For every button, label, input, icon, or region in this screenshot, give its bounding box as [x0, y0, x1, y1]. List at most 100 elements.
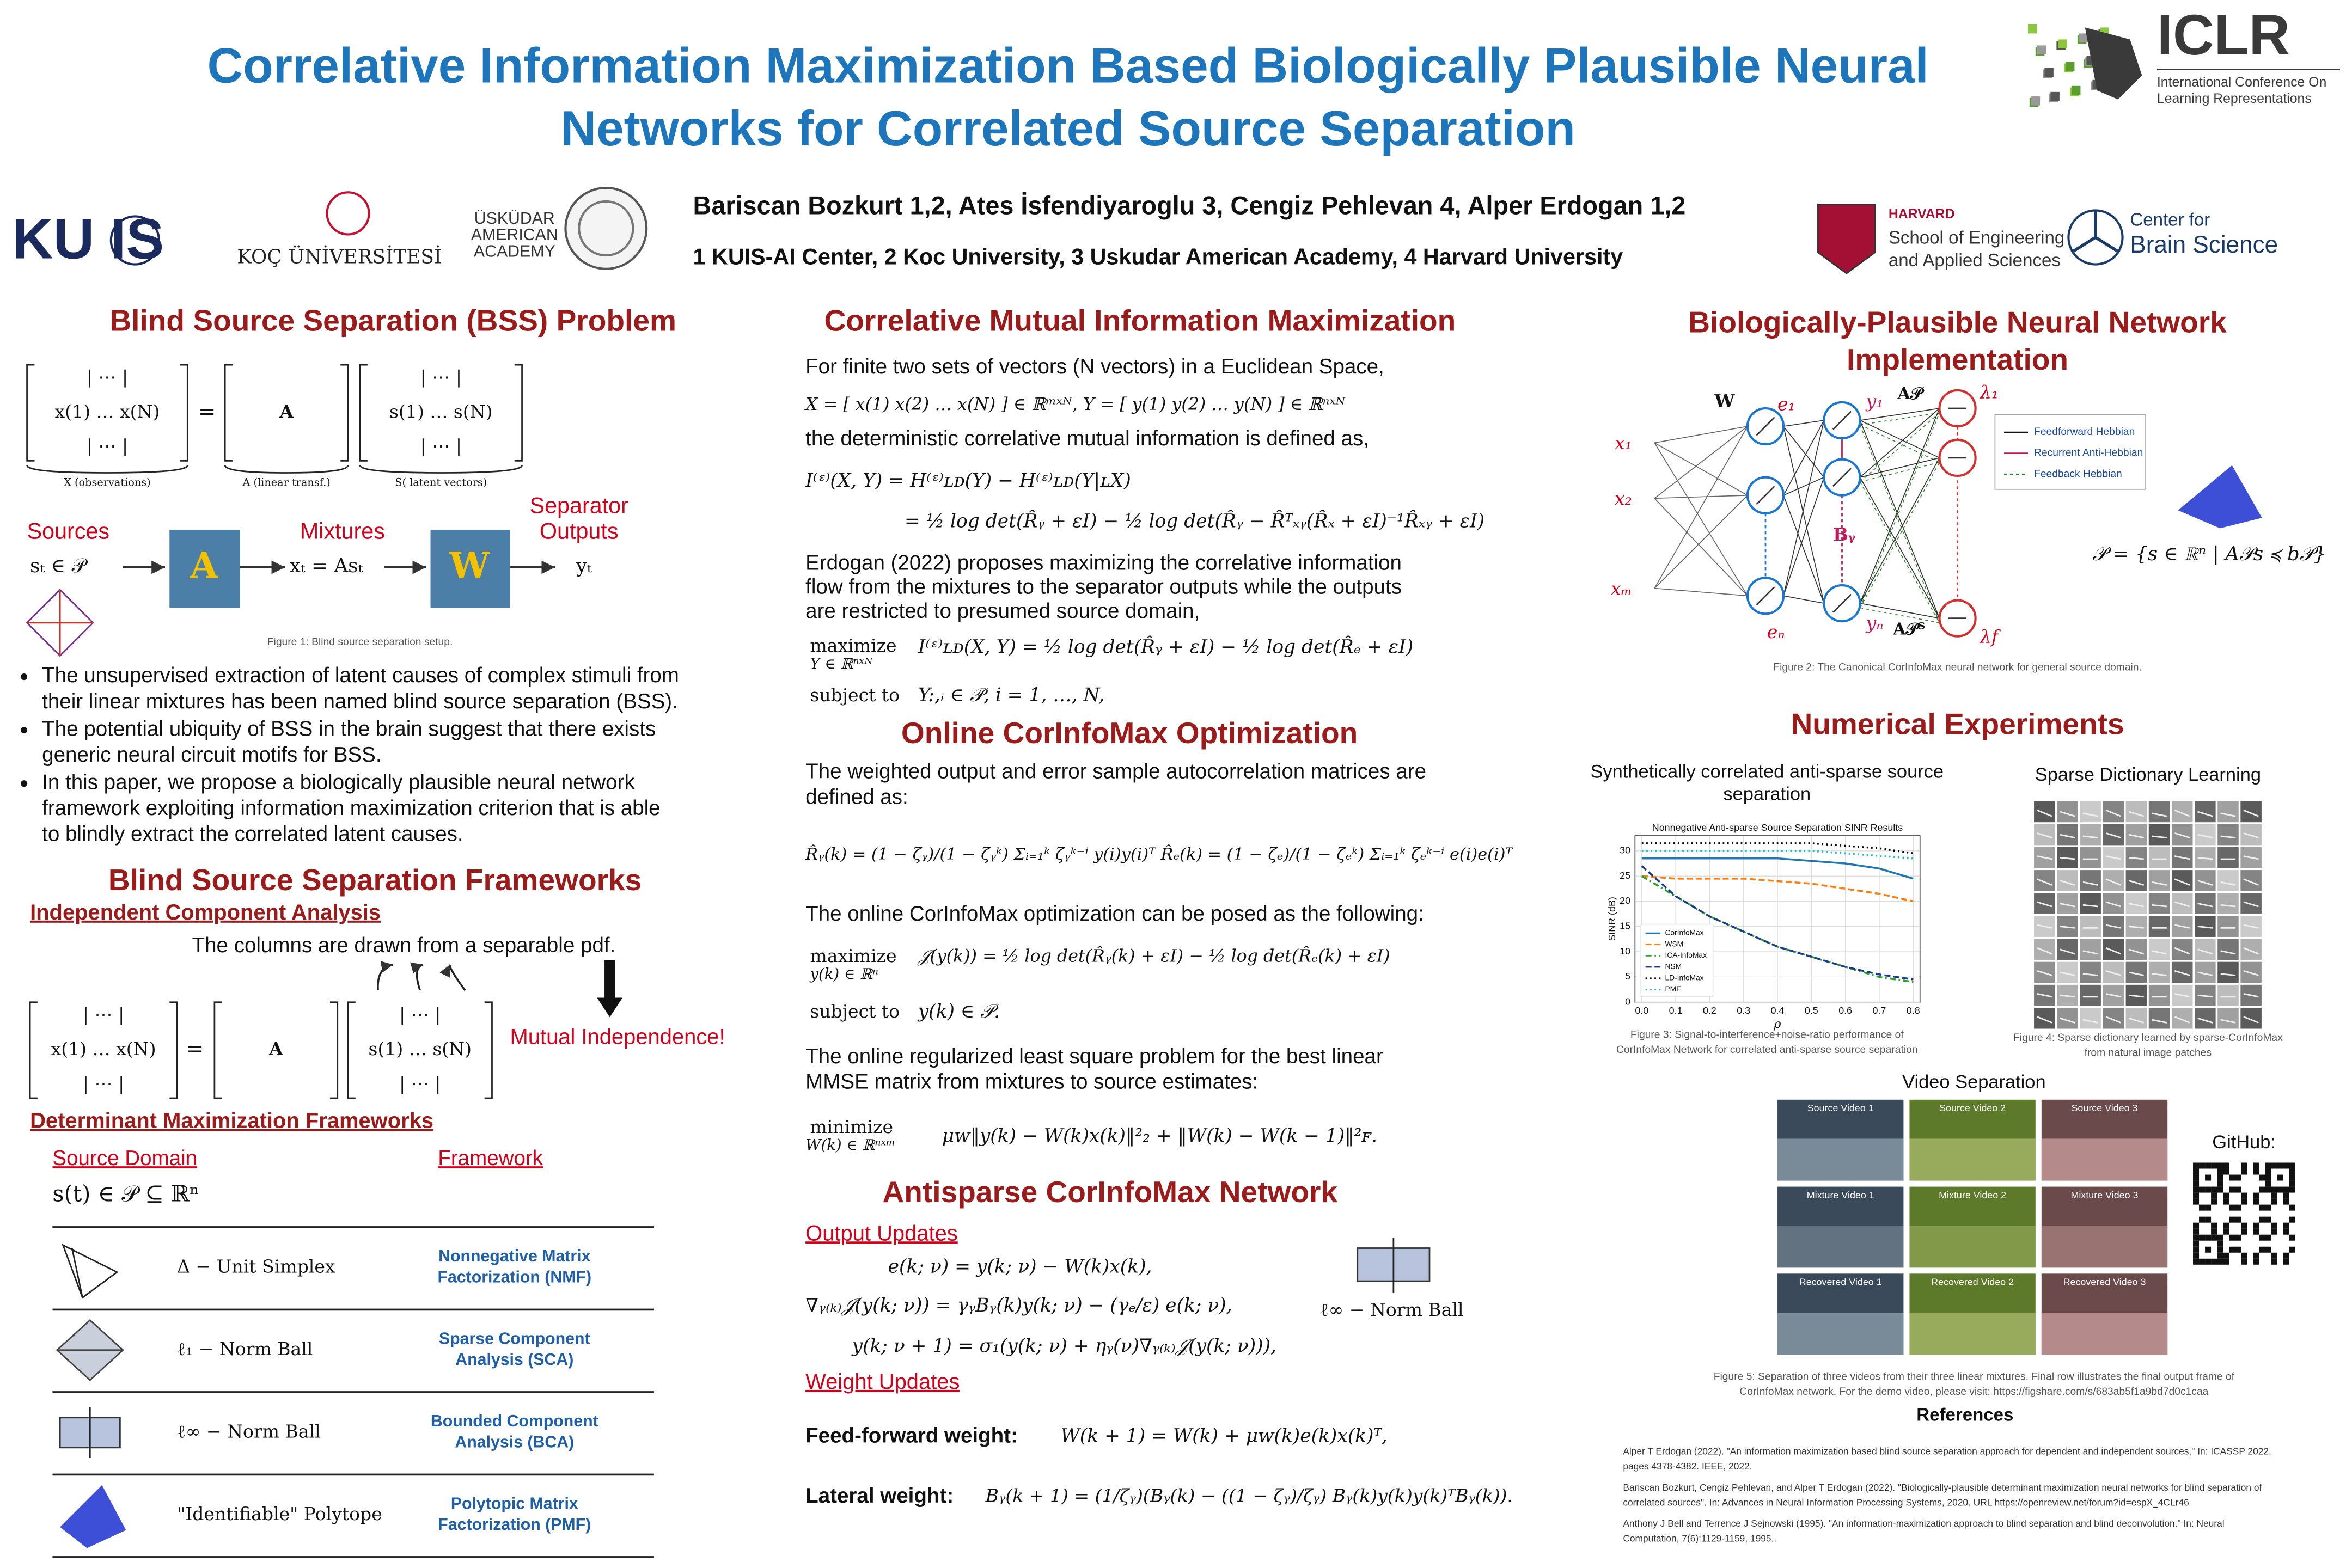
y-tick-label: 5 — [1625, 971, 1630, 982]
dictionary-atom — [2174, 993, 2190, 998]
neuron-activation — [1756, 486, 1775, 505]
matrix-entry: | ⋯ | — [399, 1004, 441, 1025]
equation: Y:,ᵢ ∈ 𝒫, i = 1, …, N, — [918, 684, 1105, 706]
qr-module — [2217, 1246, 2223, 1253]
legend-text: WSM — [1665, 940, 1683, 948]
bullet — [21, 673, 28, 681]
dictionary-atom — [2243, 878, 2259, 886]
qr-module — [2265, 1162, 2271, 1169]
dictionary-atom — [2060, 926, 2075, 929]
qr-module — [2199, 1234, 2206, 1241]
qr-module — [2223, 1198, 2229, 1205]
qr-module — [2217, 1186, 2223, 1193]
diagram-label: Outputs — [540, 519, 619, 544]
qr-module — [2211, 1162, 2217, 1169]
dictionary-atom — [2197, 948, 2213, 955]
x-tick-label: 0.6 — [1838, 1005, 1852, 1016]
dictionary-atom — [2148, 1007, 2170, 1029]
dictionary-atom — [2197, 926, 2213, 929]
framework-name: Factorization (PMF) — [438, 1516, 591, 1534]
qr-module — [2223, 1168, 2229, 1175]
net-label: eₙ — [1767, 621, 1785, 642]
network-edge — [1783, 426, 1825, 478]
dictionary-atom — [2220, 881, 2236, 886]
dictionary-atom — [2060, 811, 2075, 817]
y-tick-label: 30 — [1620, 845, 1630, 856]
underbrace — [26, 465, 188, 474]
framework-name: Polytopic Matrix — [451, 1495, 578, 1513]
dictionary-atom — [2217, 916, 2239, 937]
dictionary-atom — [2217, 847, 2239, 868]
dictionary-atom — [2174, 924, 2190, 929]
qr-module — [2271, 1162, 2277, 1169]
series-line — [1641, 842, 1914, 855]
qr-module — [2289, 1234, 2295, 1241]
net-label: y₁ — [1865, 390, 1884, 412]
qr-module — [2223, 1258, 2229, 1265]
dictionary-atom — [2148, 824, 2170, 846]
equation: 𝒥(y(k)) = ½ log det(R̂ᵧ(k) + εI) − ½ log… — [917, 946, 1390, 966]
matrix-bracket — [180, 364, 188, 462]
iclr-pixel — [2050, 91, 2060, 101]
qr-module — [2199, 1258, 2206, 1265]
dictionary-atom — [2220, 1019, 2236, 1024]
qr-module — [2193, 1222, 2200, 1229]
qr-module — [2289, 1204, 2295, 1211]
qr-module — [2283, 1252, 2289, 1259]
series-line — [1641, 865, 1914, 981]
box-label: A — [190, 544, 219, 587]
qr-module — [2289, 1162, 2295, 1169]
equation-op: Y ∈ ℝⁿˣᴺ — [810, 656, 873, 673]
dictionary-atom — [2105, 855, 2121, 860]
reference: Bariscan Bozkurt, Cengiz Pehlevan, and A… — [1623, 1482, 2262, 1493]
dictionary-atom — [2082, 812, 2098, 817]
dictionary-atom — [2103, 1007, 2124, 1029]
dictionary-atom — [2080, 824, 2101, 846]
qr-module — [2193, 1168, 2200, 1175]
iclr-pixel — [2028, 24, 2037, 34]
body-text: flow from the mixtures to the separator … — [805, 575, 1402, 599]
qr-module — [2241, 1192, 2247, 1199]
matrix-bracket — [169, 1001, 178, 1099]
network-edge — [1783, 477, 1825, 596]
net-label: W — [1714, 390, 1735, 412]
matrix-entry: | ⋯ | — [87, 366, 128, 388]
dictionary-atom — [2243, 855, 2259, 860]
qr-module — [2271, 1258, 2277, 1265]
legend-text: PMF — [1665, 985, 1681, 993]
dictionary-atom — [2105, 809, 2122, 817]
qr-module — [2241, 1252, 2247, 1259]
section-heading: Blind Source Separation (BSS) Problem — [109, 304, 676, 338]
iclr-head — [2085, 27, 2142, 100]
reference: Anthony J Bell and Terrence J Sejnowski … — [1623, 1518, 2224, 1529]
network-edge — [1859, 462, 1940, 608]
dictionary-atom — [2080, 939, 2101, 960]
dictionary-atom — [2174, 832, 2190, 838]
framework-name: Sparse Component — [439, 1330, 590, 1348]
dictionary-atom — [2082, 950, 2098, 955]
video-label: Mixture Video 1 — [1807, 1190, 1874, 1200]
bullet-text: their linear mixtures has been named bli… — [42, 690, 678, 713]
dictionary-atom — [2148, 870, 2170, 891]
dictionary-atom — [2080, 870, 2101, 891]
domain-name: ℓ₁ − Norm Ball — [177, 1338, 313, 1359]
uskudar-logo: AMERICAN — [471, 226, 558, 244]
body-text: Erdogan (2022) proposes maximizing the c… — [805, 552, 1402, 575]
box-label: W — [449, 544, 490, 587]
dictionary-atom — [2037, 1016, 2052, 1024]
dictionary-atom — [2174, 855, 2190, 860]
harvard-logo: HARVARD — [1889, 207, 1955, 222]
network-edge — [1654, 442, 1748, 496]
matrix-bracket — [29, 1001, 38, 1099]
dictionary-atom — [2217, 893, 2239, 914]
video-label: Recovered Video 3 — [2063, 1277, 2146, 1288]
qr-module — [2235, 1216, 2241, 1223]
matrix-entry: | ⋯ | — [420, 436, 462, 457]
qr-module — [2235, 1204, 2241, 1211]
equation: W(k + 1) = W(k) + μᴡ(k)e(k)x(k)ᵀ, — [1060, 1425, 1387, 1447]
matrix-entry: | ⋯ | — [83, 1073, 124, 1094]
qr-module — [2205, 1162, 2212, 1169]
equation: X = [ x(1) x(2) … x(N) ] ∈ ℝᵐˣᴺ, Y = [ y… — [804, 395, 1345, 414]
dictionary-atom — [2174, 970, 2190, 976]
subheading: Independent Component Analysis — [30, 901, 381, 924]
